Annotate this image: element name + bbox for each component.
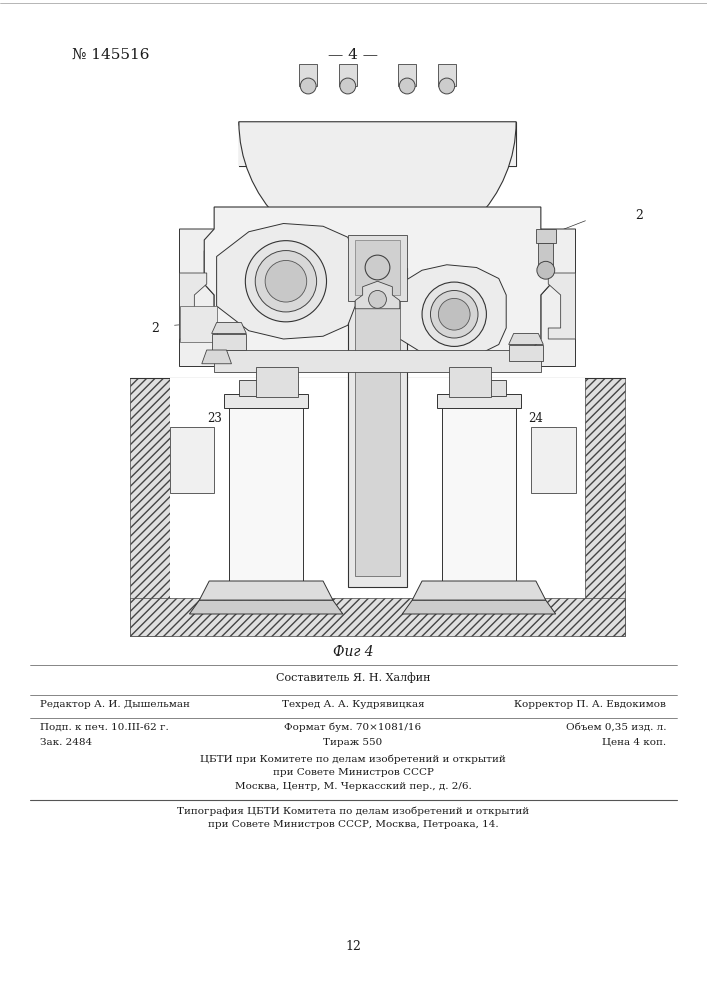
Text: 24: 24	[528, 412, 544, 425]
Polygon shape	[508, 334, 543, 344]
Text: № 145516: № 145516	[72, 48, 149, 62]
Text: при Совете Министров СССР, Москва, Петроака, 14.: при Совете Министров СССР, Москва, Петро…	[208, 820, 498, 829]
Bar	[536, 229, 556, 243]
Circle shape	[537, 261, 555, 279]
Circle shape	[255, 251, 317, 312]
Bar	[239, 380, 293, 396]
Bar	[229, 405, 303, 581]
Bar	[214, 350, 541, 372]
Circle shape	[300, 78, 316, 94]
Bar	[355, 240, 399, 295]
Polygon shape	[585, 377, 625, 636]
Bar	[538, 243, 553, 267]
Polygon shape	[189, 600, 343, 614]
Polygon shape	[216, 224, 355, 339]
Text: Москва, Центр, М. Черкасский пер., д. 2/6.: Москва, Центр, М. Черкасский пер., д. 2/…	[235, 782, 472, 791]
Text: Тираж 550: Тираж 550	[323, 738, 382, 747]
Polygon shape	[130, 597, 625, 636]
Text: при Совете Министров СССР: при Совете Министров СССР	[273, 768, 433, 777]
Bar	[348, 267, 407, 586]
Polygon shape	[211, 322, 246, 334]
Bar	[531, 427, 575, 493]
Bar	[355, 273, 399, 576]
Circle shape	[399, 78, 415, 94]
Circle shape	[340, 78, 356, 94]
Text: 23: 23	[206, 412, 221, 425]
Text: Составитель Я. Н. Халфин: Составитель Я. Н. Халфин	[276, 672, 431, 683]
Bar	[348, 234, 407, 300]
Circle shape	[245, 241, 327, 322]
Circle shape	[439, 78, 455, 94]
Polygon shape	[204, 207, 551, 366]
Bar	[130, 75, 625, 625]
Circle shape	[365, 255, 390, 280]
Circle shape	[431, 290, 478, 338]
Bar	[170, 427, 214, 493]
Bar	[449, 366, 491, 397]
Bar	[170, 377, 585, 597]
Text: Техред А. А. Кудрявицкая: Техред А. А. Кудрявицкая	[281, 700, 424, 709]
Text: Подп. к печ. 10.III-62 г.: Подп. к печ. 10.III-62 г.	[40, 723, 169, 732]
Bar	[224, 394, 308, 408]
Bar	[256, 366, 298, 397]
Text: Формат бум. 70×1081/16: Формат бум. 70×1081/16	[284, 723, 421, 732]
Text: Объем 0,35 изд. л.: Объем 0,35 изд. л.	[566, 723, 666, 732]
Text: ЦБТИ при Комитете по делам изобретений и открытий: ЦБТИ при Комитете по делам изобретений и…	[200, 754, 506, 764]
Polygon shape	[239, 122, 516, 166]
Polygon shape	[201, 350, 231, 364]
Polygon shape	[180, 229, 224, 366]
Bar	[180, 306, 216, 342]
Text: Корректор П. А. Евдокимов: Корректор П. А. Евдокимов	[514, 700, 666, 709]
Polygon shape	[548, 273, 575, 339]
Bar	[442, 405, 516, 581]
Wedge shape	[239, 122, 516, 260]
Polygon shape	[412, 581, 546, 600]
Text: Зак. 2484: Зак. 2484	[40, 738, 92, 747]
Polygon shape	[355, 281, 399, 309]
Bar	[438, 64, 456, 86]
Bar	[437, 394, 521, 408]
Circle shape	[265, 260, 307, 302]
Text: 2: 2	[151, 322, 158, 334]
Polygon shape	[531, 229, 575, 366]
Polygon shape	[199, 581, 333, 600]
Polygon shape	[508, 344, 543, 361]
Polygon shape	[180, 273, 206, 339]
Polygon shape	[402, 600, 556, 614]
Text: 2: 2	[635, 209, 643, 222]
Polygon shape	[211, 334, 246, 350]
Text: Цена 4 коп.: Цена 4 коп.	[602, 738, 666, 747]
Text: — 4 —: — 4 —	[328, 48, 378, 62]
Text: Типография ЦБТИ Комитета по делам изобретений и открытий: Типография ЦБТИ Комитета по делам изобре…	[177, 806, 529, 816]
Text: Редактор А. И. Дышельман: Редактор А. И. Дышельман	[40, 700, 190, 709]
Circle shape	[438, 298, 470, 330]
Circle shape	[368, 290, 387, 308]
Bar	[398, 64, 416, 86]
Text: 12: 12	[345, 940, 361, 953]
Bar	[452, 380, 506, 396]
Bar	[339, 64, 357, 86]
Polygon shape	[130, 377, 170, 636]
Circle shape	[422, 282, 486, 346]
Polygon shape	[399, 265, 506, 358]
Bar	[299, 64, 317, 86]
Text: Фиг 4: Фиг 4	[333, 645, 373, 659]
